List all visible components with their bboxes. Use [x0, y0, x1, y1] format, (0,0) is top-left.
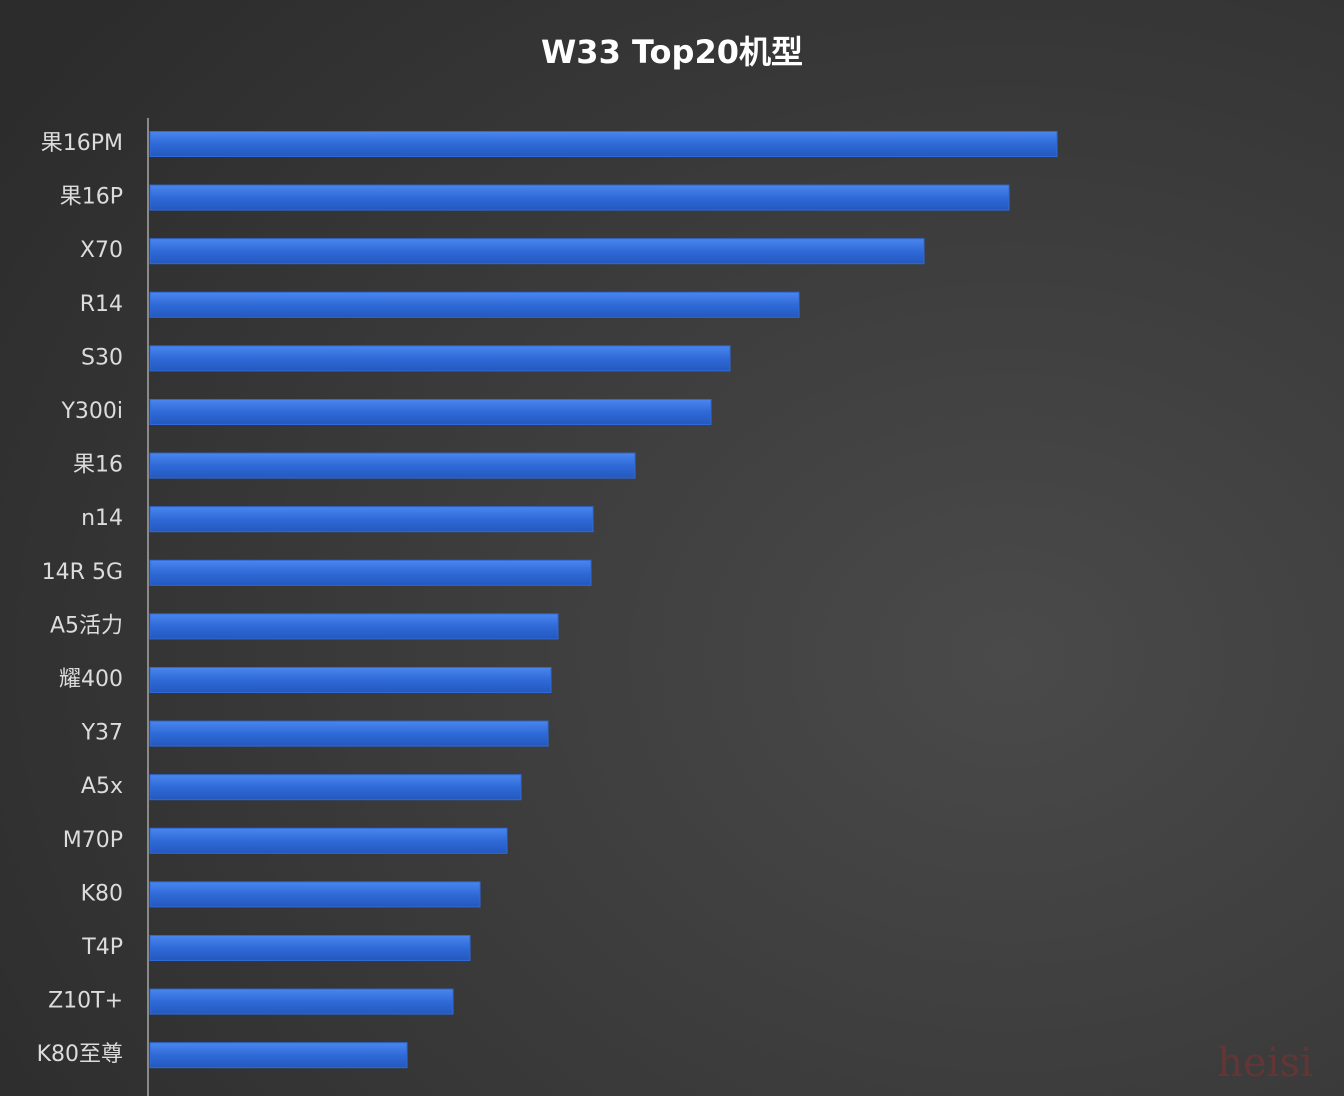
bar	[149, 506, 594, 533]
bar	[149, 1042, 408, 1069]
bar	[149, 559, 592, 586]
y-tick-label: M70P	[63, 828, 123, 853]
bar	[149, 345, 731, 372]
y-tick-label: X70	[80, 238, 123, 263]
bar	[149, 881, 481, 908]
watermark: heisi	[1217, 1040, 1313, 1086]
y-tick-label: A5活力	[50, 613, 123, 638]
bar	[149, 774, 522, 801]
bar	[149, 827, 508, 854]
bar	[149, 238, 925, 265]
y-tick-label: Z10T+	[48, 989, 123, 1014]
bar	[149, 988, 454, 1015]
y-tick-label: Y37	[81, 721, 123, 746]
y-tick-label: 果16PM	[41, 131, 123, 156]
bar	[149, 452, 636, 479]
y-tick-label: 果16	[73, 453, 123, 478]
y-tick-label: 14R 5G	[42, 560, 123, 585]
y-tick-label: 耀400	[59, 667, 123, 692]
bar	[149, 184, 1010, 211]
y-tick-label: 果16P	[60, 185, 123, 210]
bar	[149, 935, 471, 961]
y-tick-label: T4P	[81, 935, 123, 960]
bar	[149, 291, 800, 318]
y-tick-label: Y300i	[60, 399, 123, 424]
bar	[149, 613, 559, 640]
bar	[149, 131, 1058, 157]
bar	[149, 399, 712, 425]
y-tick-label: n14	[81, 506, 123, 531]
chart-title: W33 Top20机型	[541, 33, 803, 71]
bar	[149, 667, 552, 693]
y-tick-label: R14	[80, 292, 123, 317]
y-tick-label: S30	[81, 345, 123, 370]
y-tick-label: A5x	[81, 774, 123, 799]
y-tick-label: K80	[81, 881, 123, 906]
y-tick-label: K80至尊	[37, 1042, 123, 1067]
bar	[149, 720, 549, 747]
